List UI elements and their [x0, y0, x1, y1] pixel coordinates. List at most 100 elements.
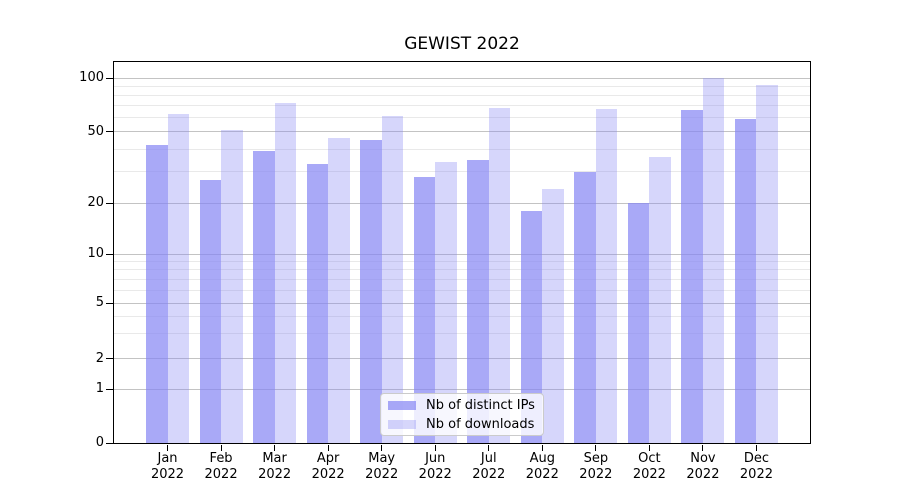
bar-distinct-ips	[146, 145, 168, 443]
x-tick-month: Oct	[638, 451, 661, 466]
bar-downloads	[274, 102, 297, 443]
y-tick-label: 100	[79, 70, 104, 86]
x-tick-label: Feb 2022	[193, 451, 249, 483]
x-tick-year: 2022	[739, 467, 773, 482]
legend-row: Nb of downloads	[388, 417, 543, 432]
x-tick-mark	[381, 445, 383, 451]
y-gridline-minor	[114, 148, 810, 150]
y-tick-mark	[106, 388, 113, 390]
x-tick-mark	[648, 445, 650, 451]
y-gridline-minor	[114, 105, 810, 107]
legend-label-downloads: Nb of downloads	[426, 416, 535, 432]
x-tick-mark	[755, 445, 757, 451]
bar-distinct-ips	[681, 110, 703, 443]
x-tick-month: Sep	[583, 451, 609, 466]
bar-downloads	[756, 84, 778, 443]
y-tick-mark	[106, 302, 113, 304]
bar-downloads	[649, 157, 671, 443]
y-tick-mark	[106, 253, 113, 255]
chart-title: GEWIST 2022	[404, 34, 520, 54]
x-tick-mark	[541, 445, 543, 451]
y-tick-mark	[106, 442, 113, 444]
bar-downloads	[488, 108, 511, 443]
x-tick-mark	[488, 445, 490, 451]
x-tick-label: Aug 2022	[514, 451, 570, 483]
bar-distinct-ips	[306, 164, 329, 443]
x-tick-month: Jun	[425, 451, 446, 466]
y-gridline-major	[114, 253, 810, 255]
bar-layer	[114, 62, 810, 443]
x-tick-year: 2022	[525, 467, 559, 482]
bar-downloads	[328, 138, 350, 443]
bar-downloads	[435, 161, 457, 443]
x-tick-year: 2022	[365, 467, 399, 482]
y-tick-label: 5	[95, 295, 104, 310]
x-tick-month: Nov	[690, 451, 716, 466]
y-gridline-minor	[114, 289, 810, 291]
gridline-layer	[114, 62, 810, 443]
legend-row: Nb of distinct IPs	[388, 398, 543, 413]
x-tick-month: Jul	[480, 451, 497, 466]
x-tick-month: Dec	[743, 451, 770, 466]
bar-distinct-ips	[574, 171, 596, 443]
x-tick-mark	[167, 445, 169, 451]
bar-distinct-ips	[520, 211, 543, 443]
y-gridline-major	[114, 202, 810, 204]
y-tick-label: 1	[95, 381, 104, 396]
y-gridline-minor	[114, 261, 810, 263]
y-gridline-minor	[114, 278, 810, 280]
y-tick-mark	[106, 131, 113, 133]
bar-distinct-ips	[199, 179, 222, 443]
x-tick-year: 2022	[579, 467, 613, 482]
y-gridline-major	[114, 131, 810, 133]
x-tick-label: Apr 2022	[300, 451, 356, 483]
y-tick-mark	[106, 358, 113, 359]
x-tick-month: Aug	[529, 451, 555, 466]
y-tick-label: 0	[95, 435, 104, 450]
x-tick-month: Jan	[157, 451, 178, 466]
x-tick-year: 2022	[311, 467, 345, 482]
bar-downloads	[381, 116, 404, 443]
x-tick-year: 2022	[204, 467, 238, 482]
x-tick-mark	[702, 445, 704, 451]
y-gridline-minor	[114, 117, 810, 119]
y-tick-label: 2	[95, 350, 104, 366]
bar-distinct-ips	[253, 151, 275, 443]
y-gridline-minor	[114, 171, 810, 173]
x-tick-year: 2022	[418, 467, 452, 482]
legend-swatch-downloads	[388, 419, 416, 429]
x-tick-month: May	[368, 451, 396, 466]
bar-downloads	[221, 130, 243, 443]
x-tick-month: Apr	[316, 451, 340, 466]
x-tick-mark	[595, 445, 597, 451]
x-tick-mark	[274, 445, 276, 451]
legend-label-distinct-ips: Nb of distinct IPs	[426, 397, 535, 413]
x-tick-label: Nov 2022	[675, 451, 731, 483]
x-tick-mark	[327, 445, 329, 451]
bar-downloads	[702, 78, 725, 443]
bar-downloads	[167, 113, 190, 443]
y-gridline-minor	[114, 85, 810, 87]
x-tick-label: Mar 2022	[247, 451, 303, 483]
bar-distinct-ips	[360, 139, 382, 443]
x-tick-label: May 2022	[354, 451, 410, 483]
x-tick-label: Oct 2022	[621, 451, 677, 483]
x-tick-label: Jan 2022	[140, 451, 196, 483]
y-tick-mark	[106, 202, 113, 204]
bar-downloads	[595, 109, 618, 443]
y-tick-label: 20	[87, 195, 104, 211]
x-tick-mark	[434, 445, 436, 451]
x-tick-month: Mar	[262, 451, 287, 466]
bar-distinct-ips	[627, 203, 650, 443]
y-gridline-minor	[114, 316, 810, 318]
bar-distinct-ips	[413, 177, 436, 443]
y-gridline-minor	[114, 94, 810, 96]
bar-downloads	[542, 189, 564, 443]
y-tick-label: 50	[87, 123, 104, 139]
x-tick-label: Sep 2022	[568, 451, 624, 483]
x-tick-label: Jul 2022	[461, 451, 517, 483]
y-gridline-minor	[114, 333, 810, 335]
bar-distinct-ips	[734, 118, 757, 443]
x-tick-label: Dec 2022	[728, 451, 784, 483]
